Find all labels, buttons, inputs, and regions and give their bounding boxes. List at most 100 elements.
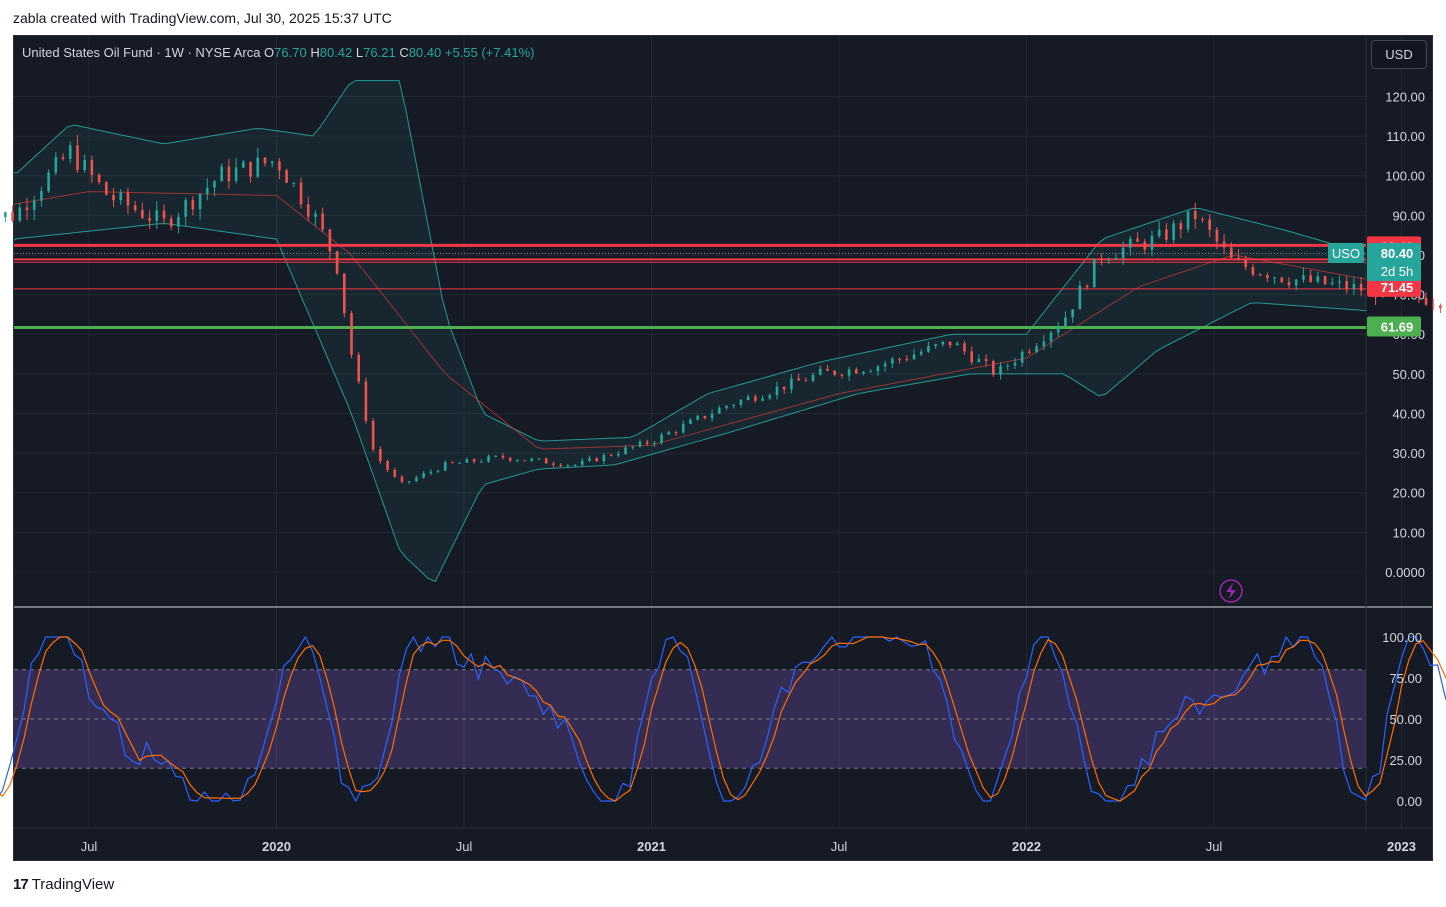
price-tag-71-bg [1367, 276, 1421, 297]
time-tick-label: 2021 [637, 839, 666, 854]
candle-body [379, 449, 382, 462]
candle-body [732, 404, 736, 406]
time-tick-label: 2022 [1012, 839, 1041, 854]
candle-body [480, 461, 483, 463]
candle-body [364, 381, 368, 421]
change-value: +5.55 (+7.41%) [444, 45, 535, 60]
candle-body [941, 341, 945, 345]
candle-body [1193, 211, 1197, 220]
candle-body [653, 442, 656, 444]
candle-body [624, 447, 627, 455]
candle-body [530, 458, 534, 461]
candle-body [169, 218, 173, 227]
candle-body [1172, 223, 1175, 240]
high-value: 80.42 [319, 45, 353, 60]
time-axis: Jul2020Jul2021Jul2022Jul2023Jul2024Jul20… [81, 839, 1416, 854]
price-tag-61: 61.69 [1381, 320, 1414, 335]
candle-body [689, 419, 692, 425]
candle-body [559, 464, 562, 467]
price-tick-label: 0.0000 [1385, 565, 1425, 580]
candle-body [746, 396, 750, 401]
candle-body [234, 167, 238, 181]
candle-body [1020, 351, 1024, 363]
candle-body [1157, 229, 1161, 236]
candle-body [393, 469, 397, 477]
bollinger-bands [14, 80, 1366, 583]
candle-body [876, 366, 880, 372]
candle-body [1150, 235, 1154, 250]
candle-body [782, 386, 786, 390]
candle-body [227, 166, 231, 181]
candle-body [955, 343, 959, 346]
candle-body [292, 182, 296, 184]
last-price-tag-bg [1367, 243, 1421, 281]
lightning-bolt-glyph [1226, 583, 1236, 599]
candle-body [472, 459, 476, 462]
candle-body [465, 459, 469, 463]
price-candles [4, 134, 1442, 485]
candle-body [609, 454, 613, 456]
candle-body [97, 174, 101, 183]
candle-body [112, 194, 115, 201]
candle-body [1056, 326, 1060, 333]
bollinger-upper-line [14, 80, 1366, 442]
candle-body [1035, 346, 1038, 352]
candle-body [739, 400, 743, 405]
candle-body [1258, 274, 1262, 276]
stochastic-k-line [0, 635, 1446, 803]
candle-body [595, 458, 598, 462]
price-tag-61-bg [1367, 316, 1421, 337]
candle-body [811, 374, 815, 381]
currency-button[interactable]: USD [1371, 40, 1427, 69]
candle-body [754, 396, 757, 401]
price-tick-label: 40.00 [1392, 406, 1425, 421]
candle-body [415, 477, 418, 482]
candle-body [285, 170, 288, 183]
stochastic-tick-label: 75.00 [1389, 671, 1422, 686]
candle-body [133, 205, 137, 211]
lightning-bolt-icon[interactable] [1219, 579, 1243, 603]
price-tick-label: 90.00 [1392, 208, 1425, 223]
price-tick-label: 110.00 [1386, 129, 1425, 144]
candle-body [617, 454, 620, 456]
price-tag-71: 71.45 [1381, 280, 1414, 295]
time-tick-label: 2020 [262, 839, 291, 854]
candle-body [645, 441, 649, 444]
footer-brand-name: TradingView [31, 876, 115, 893]
candle-body [1006, 365, 1010, 367]
candle-body [256, 157, 260, 177]
candle-body [487, 456, 490, 462]
candle-body [1338, 281, 1341, 283]
annotation-layer [1219, 579, 1243, 603]
price-tick-label: 100.00 [1385, 169, 1425, 184]
horizontal-levels [14, 243, 1366, 330]
symbol-tag-bg [1328, 243, 1364, 263]
candle-body [544, 458, 548, 464]
candle-body [25, 207, 29, 211]
chart-attribution: zabla created with TradingView.com, Jul … [13, 10, 392, 26]
candle-body [191, 200, 195, 210]
candle-body [306, 204, 310, 217]
candle-body [1439, 305, 1442, 309]
candle-body [761, 398, 764, 401]
candle-body [681, 424, 685, 433]
candle-body [725, 405, 728, 408]
candle-body [631, 446, 635, 448]
high-label: H [310, 45, 320, 60]
candle-body [862, 371, 865, 374]
candle-body [970, 351, 973, 363]
candle-body [429, 471, 433, 474]
stochastic-d-line [0, 636, 1446, 802]
candle-body [1078, 285, 1082, 310]
candle-body [919, 351, 923, 355]
countdown-label: 2d 5h [1381, 264, 1414, 279]
candle-body [1237, 257, 1240, 260]
candle-body [155, 210, 159, 221]
candle-body [1085, 285, 1089, 288]
grid-lines [14, 36, 1432, 829]
candle-body [1179, 223, 1183, 230]
candle-body [249, 161, 252, 177]
candle-body [1208, 219, 1211, 230]
candle-body [141, 210, 144, 218]
